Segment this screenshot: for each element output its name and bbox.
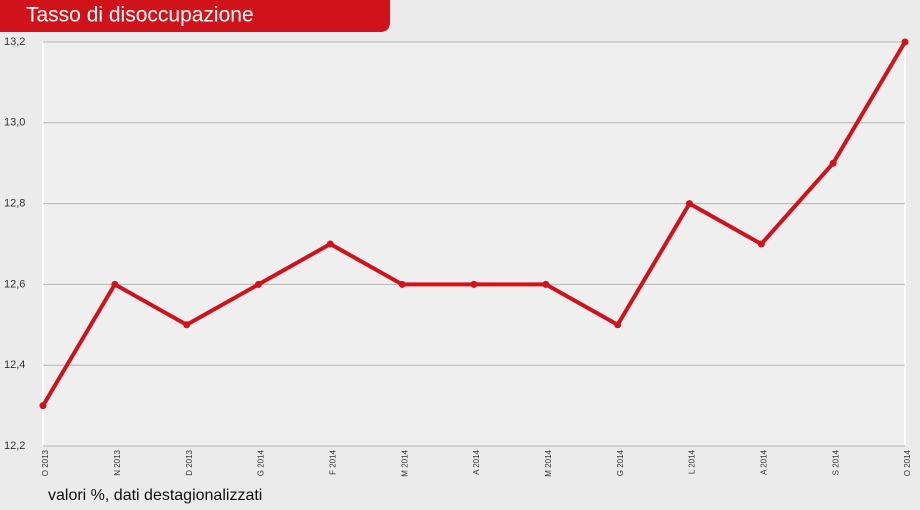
x-tick-label: L 2014 <box>688 449 697 474</box>
x-tick-label: G 2014 <box>257 449 266 476</box>
y-tick-label: 12,8 <box>4 198 25 210</box>
data-point <box>829 159 837 167</box>
x-tick-label: A 2014 <box>472 449 481 474</box>
data-point <box>111 280 119 288</box>
data-point <box>255 280 262 288</box>
x-tick-label: M 2014 <box>400 449 409 476</box>
plot-area <box>43 42 905 446</box>
x-tick-label: A 2014 <box>759 449 768 474</box>
y-tick-label: 13,0 <box>4 117 25 129</box>
x-tick-label: O 2013 <box>41 449 50 476</box>
title-box <box>0 0 390 32</box>
x-tick-label: S 2014 <box>831 449 840 475</box>
data-point <box>470 280 478 288</box>
x-tick-label: N 2013 <box>113 449 122 475</box>
data-point <box>39 402 47 410</box>
data-point <box>686 200 693 208</box>
x-tick-label: D 2013 <box>185 449 194 475</box>
data-point <box>326 240 334 248</box>
subtitle: valori %, dati destagionalizzati <box>48 487 262 504</box>
x-tick-label: G 2014 <box>616 449 625 476</box>
x-tick-label: M 2014 <box>544 449 553 476</box>
y-tick-label: 12,4 <box>4 359 25 371</box>
y-tick-label: 13,2 <box>4 36 25 48</box>
data-point <box>542 280 550 288</box>
data-point <box>901 38 909 46</box>
data-point <box>614 321 622 329</box>
y-tick-label: 12,2 <box>4 440 25 452</box>
x-tick-label: F 2014 <box>328 449 337 474</box>
y-tick-label: 12,6 <box>4 278 25 290</box>
data-point <box>398 280 406 288</box>
chart-title: Tasso di disoccupazione <box>26 4 254 27</box>
data-point <box>183 321 191 329</box>
x-tick-label: O 2014 <box>903 449 912 476</box>
data-point <box>757 240 765 248</box>
